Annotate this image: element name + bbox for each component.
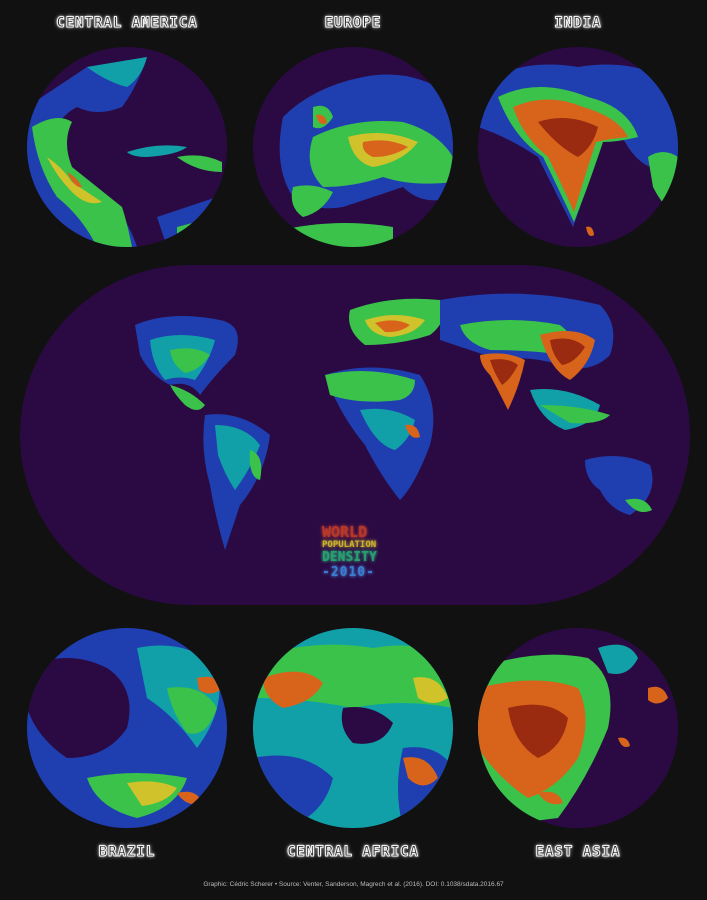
globe-east-asia [478, 628, 678, 828]
globe-central-america [27, 47, 227, 247]
label-central-africa: CENTRAL AFRICA [286, 844, 419, 861]
credits: Graphic: Cédric Scherer • Source: Venter… [203, 881, 504, 888]
label-europe: EUROPE [324, 15, 382, 32]
label-india: INDIA [554, 15, 602, 32]
label-brazil: BRAZIL [98, 844, 156, 861]
label-central-america: CENTRAL AMERICA [56, 15, 198, 32]
label-east-asia: EAST ASIA [535, 844, 621, 861]
globe-central-africa [253, 628, 453, 828]
title-density: DENSITY [322, 550, 377, 565]
title-population: POPULATION [322, 540, 377, 550]
globe-europe [253, 47, 453, 247]
title-year: -2010- [322, 565, 375, 580]
map-title: WORLD POPULATION DENSITY -2010- [322, 523, 377, 580]
globe-brazil [27, 628, 227, 828]
title-world: WORLD [322, 523, 368, 541]
globe-india [478, 47, 678, 247]
world-map [20, 265, 690, 605]
